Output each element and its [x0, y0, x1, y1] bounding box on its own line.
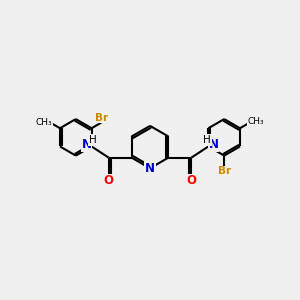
Text: CH₃: CH₃: [248, 117, 264, 126]
Text: Br: Br: [218, 167, 231, 176]
Text: N: N: [82, 138, 92, 151]
Text: H: H: [89, 135, 97, 145]
Text: H: H: [203, 135, 211, 145]
Text: N: N: [208, 138, 218, 151]
Text: O: O: [186, 174, 196, 187]
Text: O: O: [104, 174, 114, 187]
Text: N: N: [145, 162, 155, 175]
Text: Br: Br: [95, 113, 108, 123]
Text: CH₃: CH₃: [36, 118, 52, 127]
